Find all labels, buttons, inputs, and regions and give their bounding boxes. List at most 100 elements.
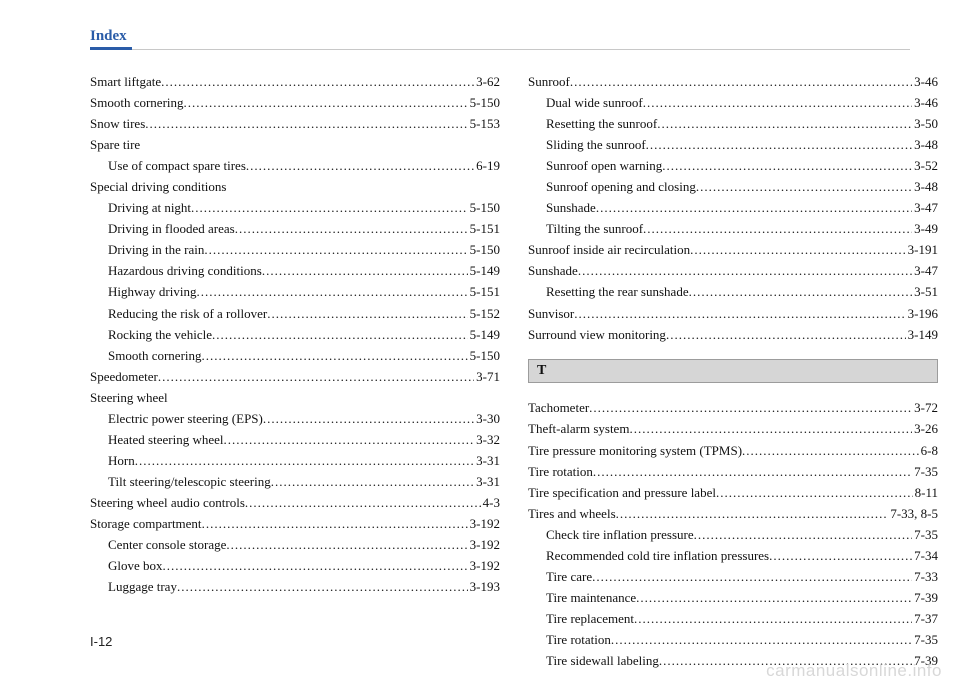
entry-label: Smooth cornering [108, 345, 202, 366]
index-entry: Smooth cornering5-150 [90, 92, 500, 113]
entry-label: Sunshade [546, 197, 596, 218]
index-subentry: Driving at night 5-150 [90, 197, 500, 218]
leader-dots [589, 397, 912, 418]
column-right-top: Sunroof 3-46 Dual wide sunroof 3-46 Resettin… [528, 71, 938, 345]
leader-dots [224, 429, 475, 450]
entry-page: 7-33, 8-5 [888, 503, 938, 524]
entry-label: Storage compartment [90, 513, 202, 534]
index-entry: Sunroof 3-46 [528, 71, 938, 92]
index-subentry: Center console storage3-192 [90, 534, 500, 555]
index-subentry: Driving in the rain5-150 [90, 239, 500, 260]
leader-dots [694, 524, 913, 545]
entry-label: Check tire inflation pressure [546, 524, 694, 545]
leader-dots [643, 218, 912, 239]
index-subentry: Dual wide sunroof 3-46 [528, 92, 938, 113]
leader-dots [574, 303, 905, 324]
entry-label: Tachometer [528, 397, 589, 418]
leader-dots [177, 576, 468, 597]
leader-dots [742, 440, 919, 461]
entry-page: 5-151 [468, 218, 500, 239]
leader-dots [716, 482, 913, 503]
entry-page: 5-150 [468, 197, 500, 218]
entry-page: 3-196 [906, 303, 938, 324]
entry-label: Tire rotation [546, 629, 611, 650]
entry-label: Sliding the sunroof [546, 134, 646, 155]
index-subentry: Tire care7-33 [528, 566, 938, 587]
index-subentry: Resetting the rear sunshade3-51 [528, 281, 938, 302]
leader-dots [204, 239, 467, 260]
entry-page: 5-151 [468, 281, 500, 302]
entry-label: Sunroof inside air recirculation [528, 239, 690, 260]
index-subentry: Sunroof open warning3-52 [528, 155, 938, 176]
entry-label: Center console storage [108, 534, 226, 555]
leader-dots [616, 503, 889, 524]
index-entry: Snow tires5-153 [90, 113, 500, 134]
leader-dots [246, 155, 474, 176]
leader-dots [696, 176, 912, 197]
entry-page: 3-46 [912, 71, 938, 92]
entry-page: 6-19 [474, 155, 500, 176]
leader-dots [596, 197, 912, 218]
entry-label: Recommended cold tire inflation pressure… [546, 545, 769, 566]
entry-label: Driving at night [108, 197, 191, 218]
entry-page: 3-193 [468, 576, 500, 597]
entry-page: 5-149 [468, 260, 500, 281]
page: Index Smart liftgate3-62Smooth cornering… [0, 0, 960, 691]
entry-label: Use of compact spare tires [108, 155, 246, 176]
leader-dots [163, 555, 468, 576]
entry-page: 3-50 [912, 113, 938, 134]
entry-label: Steering wheel audio controls [90, 492, 245, 513]
entry-page: 3-49 [912, 218, 938, 239]
entry-label: Sunroof opening and closing [546, 176, 696, 197]
entry-label: Sunvisor [528, 303, 574, 324]
entry-label: Rocking the vehicle [108, 324, 212, 345]
entry-page: 5-150 [468, 345, 500, 366]
leader-dots [135, 450, 474, 471]
leader-dots [212, 324, 468, 345]
index-subentry: Smooth cornering 5-150 [90, 345, 500, 366]
entry-label: Dual wide sunroof [546, 92, 643, 113]
entry-label: Tire maintenance [546, 587, 636, 608]
leader-dots [570, 71, 912, 92]
index-entry: Smart liftgate3-62 [90, 71, 500, 92]
entry-label: Heated steering wheel [108, 429, 224, 450]
entry-page: 4-3 [481, 492, 500, 513]
index-subentry: Electric power steering (EPS)3-30 [90, 408, 500, 429]
index-subentry: Glove box3-192 [90, 555, 500, 576]
entry-page: 3-46 [912, 92, 938, 113]
entry-page: 3-26 [912, 418, 938, 439]
leader-dots [145, 113, 467, 134]
entry-label: Surround view monitoring [528, 324, 666, 345]
index-entry: Tires and wheels7-33, 8-5 [528, 503, 938, 524]
leader-dots [636, 587, 912, 608]
entry-label: Sunroof open warning [546, 155, 662, 176]
leader-dots [202, 345, 468, 366]
leader-dots [657, 113, 912, 134]
index-heading: Spare tire [90, 134, 500, 155]
entry-label: Tire care [546, 566, 592, 587]
entry-page: 5-153 [468, 113, 500, 134]
entry-label: Sunroof [528, 71, 570, 92]
entry-label: Luggage tray [108, 576, 177, 597]
leader-dots [184, 92, 468, 113]
leader-dots [689, 281, 913, 302]
leader-dots [262, 260, 468, 281]
entry-label: Driving in the rain [108, 239, 204, 260]
entry-page: 3-31 [474, 471, 500, 492]
index-entry: Sunshade3-47 [528, 260, 938, 281]
entry-label: Tire replacement [546, 608, 634, 629]
entry-label: Theft-alarm system [528, 418, 629, 439]
entry-label: Tire specification and pressure label [528, 482, 716, 503]
header: Index [90, 28, 910, 45]
entry-label: Speedometer [90, 366, 158, 387]
entry-page: 7-35 [912, 629, 938, 650]
entry-page: 3-47 [912, 197, 938, 218]
index-subentry: Horn3-31 [90, 450, 500, 471]
index-entry: Storage compartment3-192 [90, 513, 500, 534]
entry-page: 6-8 [919, 440, 938, 461]
entry-label: Resetting the sunroof [546, 113, 657, 134]
entry-page: 3-47 [912, 260, 938, 281]
entry-label: Smooth cornering [90, 92, 184, 113]
entry-label: Tire pressure monitoring system (TPMS) [528, 440, 742, 461]
leader-dots [634, 608, 912, 629]
